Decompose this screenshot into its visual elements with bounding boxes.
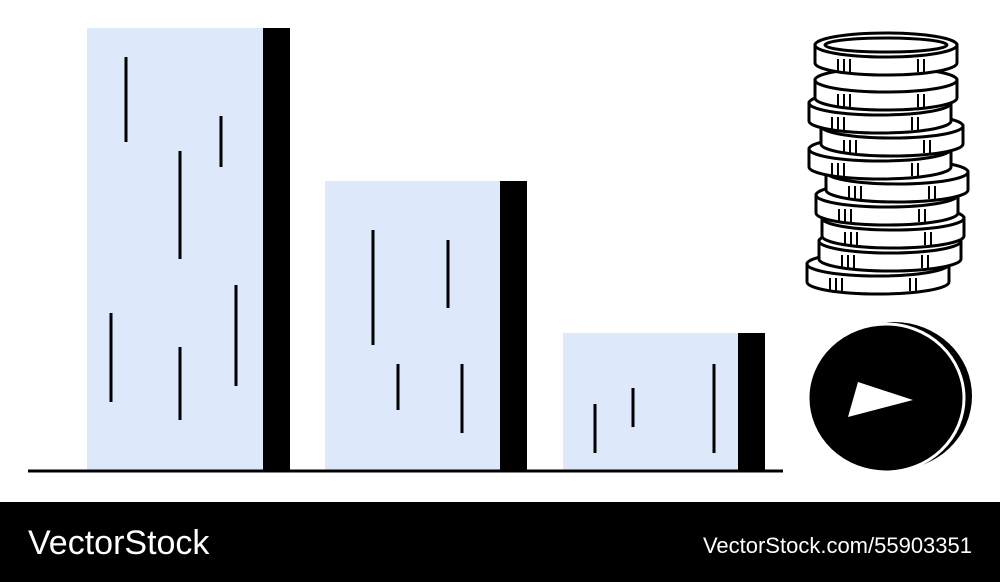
bars <box>28 28 783 473</box>
watermark-band <box>0 502 1000 582</box>
bar-side <box>500 181 527 471</box>
bar-side <box>263 28 290 471</box>
bar-face <box>325 181 500 471</box>
bar-side <box>738 333 765 471</box>
bar-face <box>87 28 263 471</box>
bar-face <box>563 333 738 471</box>
watermark-brand: VectorStock <box>28 524 210 562</box>
watermark-id: VectorStock.com/55903351 <box>703 533 972 558</box>
coin-part <box>823 36 949 54</box>
coin-stack <box>805 31 970 296</box>
bar-texture <box>109 57 716 453</box>
play-coin <box>806 322 972 474</box>
